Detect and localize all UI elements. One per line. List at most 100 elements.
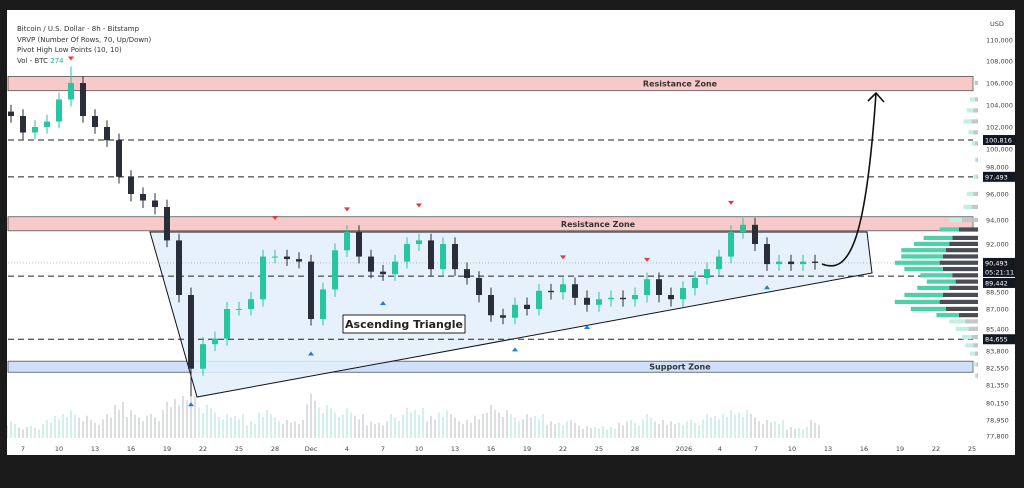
candle-body (260, 256, 266, 300)
x-tick-label: 13 (91, 445, 99, 453)
candle (20, 109, 26, 140)
x-tick-label: 28 (271, 445, 279, 453)
profile-down-bar (973, 130, 978, 135)
candle (140, 187, 146, 208)
x-tick-label: 19 (163, 445, 171, 453)
pattern-label: Ascending Triangle (342, 314, 466, 334)
candle-body (464, 269, 470, 278)
x-tick-label: 22 (559, 445, 567, 453)
candle-body (248, 299, 254, 309)
profile-up-bar (914, 241, 950, 246)
x-tick-label: 4 (718, 445, 722, 453)
profile-down-bar (974, 80, 978, 85)
candle (344, 225, 350, 258)
x-tick-label: Dec (305, 445, 318, 453)
candle-body (524, 304, 530, 309)
candle (692, 271, 698, 296)
candle (416, 233, 422, 251)
candle (176, 233, 182, 303)
pivot-high-marker (416, 203, 422, 208)
candle-body (776, 261, 782, 265)
profile-down-bar (942, 254, 978, 259)
candle-body (236, 309, 242, 310)
profile-down-bar (971, 335, 978, 340)
profile-down-bar (974, 97, 978, 102)
support-zone (7, 360, 974, 373)
y-tick-label: 78,950 (986, 417, 1009, 425)
candle (116, 133, 122, 184)
profile-down-bar (949, 285, 978, 290)
candle-body (584, 297, 590, 305)
profile-up-bar (974, 373, 977, 378)
candle (476, 271, 482, 303)
y-tick-label: 85,400 (986, 326, 1009, 334)
candle (164, 199, 170, 248)
x-tick-label: 22 (932, 445, 940, 453)
candle-body (344, 232, 350, 251)
candle-body (740, 224, 746, 232)
profile-up-bar (963, 119, 972, 124)
candle (512, 297, 518, 325)
profile-up-bar (966, 191, 974, 196)
candle-body (128, 176, 134, 194)
profile-up-bar (973, 362, 977, 367)
candle-body (704, 269, 710, 278)
profile-up-bar (949, 217, 962, 222)
price-tag-bg (983, 135, 1015, 146)
profile-up-bar (955, 326, 969, 331)
profile-down-bar (973, 108, 978, 113)
candle (200, 337, 206, 376)
candle-body (200, 344, 206, 369)
pivot-high-marker (560, 255, 566, 260)
profile-down-bar (949, 241, 978, 246)
candle (572, 277, 578, 306)
profile-up-bar (901, 254, 943, 259)
vrvp-indicator-label[interactable]: VRVP (Number Of Rows, 70, Up/Down) (17, 35, 152, 44)
candle (8, 104, 14, 123)
candle-body (176, 240, 182, 295)
symbol-title[interactable]: Bitcoin / U.S. Dollar - 8h - Bitstamp (17, 25, 140, 33)
profile-up-bar (904, 266, 943, 272)
x-tick-label: 7 (754, 445, 758, 453)
candle-body (596, 299, 602, 305)
x-tick-label: 7 (381, 445, 385, 453)
pivot-low-marker (188, 402, 194, 407)
resistance-zone (7, 216, 974, 232)
candle-body (716, 256, 722, 270)
pivot-high-marker (68, 56, 74, 61)
candle-body (188, 295, 194, 369)
price-chart[interactable]: Resistance Zone Resistance Zone Support Zo… (7, 10, 1015, 455)
chart-panel[interactable]: Bitcoin / U.S. Dollar - 8h - Bitstamp VR… (7, 10, 1015, 455)
profile-up-bar (965, 343, 974, 348)
y-tick-label: 94,000 (986, 217, 1009, 225)
candle (260, 249, 266, 307)
projection-arrow (821, 92, 877, 267)
pattern-label-text: Ascending Triangle (345, 318, 463, 331)
pivot-indicator-label[interactable]: Pivot High Low Points (10, 10) (17, 46, 122, 54)
candle (212, 331, 218, 352)
profile-down-bar (971, 204, 978, 209)
candle-body (572, 284, 578, 298)
candle (32, 120, 38, 140)
pivot-low-marker (764, 285, 770, 290)
profile-down-bar (939, 299, 978, 304)
pivot-low-marker (584, 325, 590, 329)
x-tick-label: 13 (451, 445, 459, 453)
candle (464, 262, 470, 285)
candle-body (752, 224, 758, 244)
candle-body (368, 256, 374, 272)
candle-body (140, 194, 146, 201)
price-tag-text: 89,442 (985, 279, 1008, 287)
volume-indicator-label[interactable]: Vol - BTC 274 (17, 56, 151, 67)
candle-body (680, 288, 686, 300)
candle (80, 76, 86, 123)
pivot-high-marker (344, 207, 350, 212)
y-tick-label: 102,000 (986, 124, 1013, 132)
price-tag-bg (983, 334, 1015, 345)
price-tag: 84,655 (983, 334, 1015, 345)
candle (236, 301, 242, 316)
profile-up-bar (920, 273, 953, 278)
y-tick-label: 108,000 (986, 58, 1013, 66)
countdown-text: 05:21:11 (985, 268, 1014, 276)
